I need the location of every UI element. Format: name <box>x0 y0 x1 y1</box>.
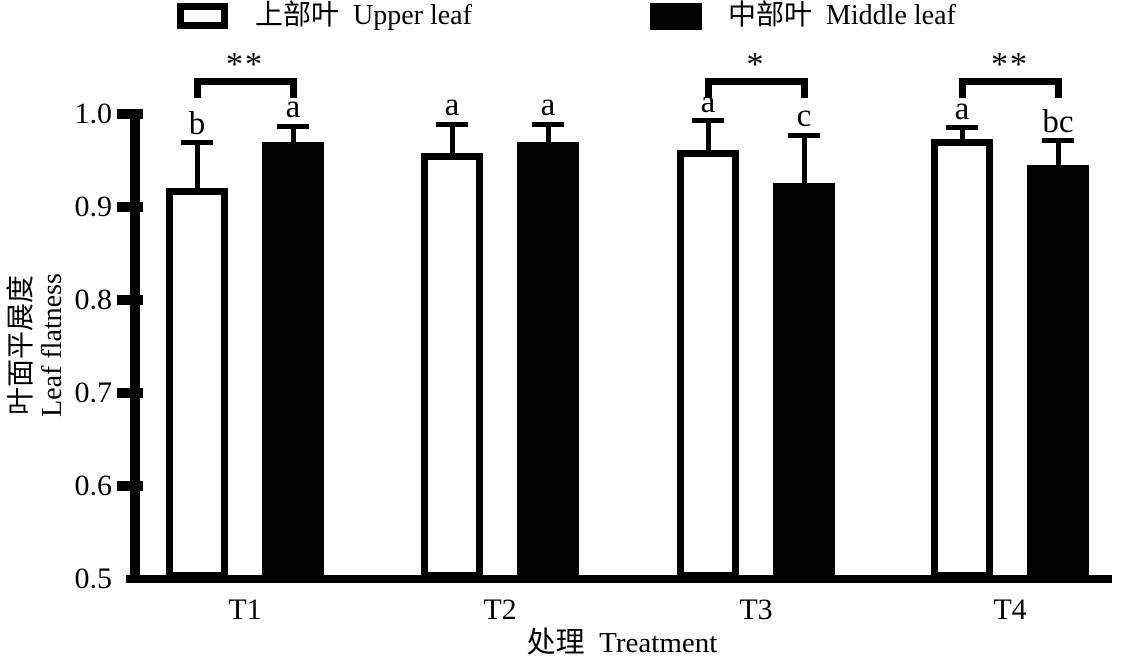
error-bar-line <box>545 124 551 146</box>
bar-middle-leaf-T4 <box>1027 165 1089 579</box>
error-bar-line <box>959 127 965 144</box>
error-bar-line <box>449 124 455 158</box>
letter-label-bar-middle-leaf-T1: a <box>285 89 301 126</box>
significance-label-T4: ** <box>991 46 1029 83</box>
significance-bracket-T1 <box>193 78 297 98</box>
error-bar-cap <box>181 140 213 146</box>
error-bar-cap <box>436 121 468 127</box>
bar-upper-leaf-T1 <box>166 188 228 579</box>
letter-label-bar-upper-leaf-T4: a <box>954 90 970 127</box>
bar-upper-leaf-T2 <box>421 153 483 579</box>
legend-label-middle-leaf: 中部叶 Middle leaf <box>728 0 956 31</box>
y-tick-mark <box>117 109 143 119</box>
bar-upper-leaf-T4 <box>931 139 993 579</box>
y-tick-label: 0.5 <box>74 562 113 595</box>
y-tick-label: 0.6 <box>74 469 113 502</box>
letter-label-bar-middle-leaf-T3: c <box>796 98 812 135</box>
chart-legend: 上部叶 Upper leaf 中部叶 Middle leaf <box>0 0 1134 44</box>
bar-upper-leaf-T3 <box>677 150 739 579</box>
y-tick-label: 1.0 <box>74 97 113 130</box>
legend-swatch-middle-leaf <box>650 3 702 30</box>
error-bar-line <box>290 126 296 146</box>
y-tick-mark <box>117 481 143 491</box>
x-tick-label-T2: T2 <box>483 593 517 626</box>
error-bar-line <box>1055 140 1061 170</box>
error-bar-cap <box>277 123 309 129</box>
letter-label-bar-upper-leaf-T3: a <box>700 83 716 120</box>
x-tick-label-T3: T3 <box>739 593 773 626</box>
error-bar-line <box>705 120 711 155</box>
error-bar-line <box>801 135 807 187</box>
letter-label-bar-upper-leaf-T1: b <box>188 105 206 142</box>
error-bar-cap <box>788 132 820 138</box>
error-bar-line <box>194 142 200 193</box>
legend-label-upper-leaf: 上部叶 Upper leaf <box>255 0 472 31</box>
letter-label-bar-middle-leaf-T2: a <box>540 87 556 124</box>
significance-bracket-T3 <box>704 78 808 98</box>
bar-middle-leaf-T2 <box>517 141 579 579</box>
y-tick-label: 0.8 <box>74 283 113 316</box>
y-tick-label: 0.7 <box>74 376 113 409</box>
y-tick-mark <box>117 295 143 305</box>
x-tick-label-T1: T1 <box>228 593 262 626</box>
letter-label-bar-middle-leaf-T4: bc <box>1042 103 1074 140</box>
bar-middle-leaf-T1 <box>262 141 324 579</box>
x-axis-title: 处理 Treatment <box>526 627 718 659</box>
significance-label-T3: * <box>746 46 766 83</box>
error-bar-cap <box>1042 138 1074 144</box>
y-tick-label: 0.9 <box>74 190 113 223</box>
y-tick-mark <box>117 202 143 212</box>
x-axis-line <box>126 575 1112 583</box>
error-bar-cap <box>692 118 724 123</box>
x-tick-label-T4: T4 <box>993 593 1027 626</box>
legend-swatch-upper-leaf <box>177 3 228 29</box>
y-tick-mark <box>117 388 143 398</box>
significance-label-T1: ** <box>226 46 264 83</box>
significance-bracket-T4 <box>958 78 1062 98</box>
bar-middle-leaf-T3 <box>773 182 835 579</box>
error-bar-cap <box>532 121 564 127</box>
letter-label-bar-upper-leaf-T2: a <box>444 87 460 124</box>
error-bar-cap <box>946 125 978 131</box>
y-axis-spine <box>130 109 140 583</box>
